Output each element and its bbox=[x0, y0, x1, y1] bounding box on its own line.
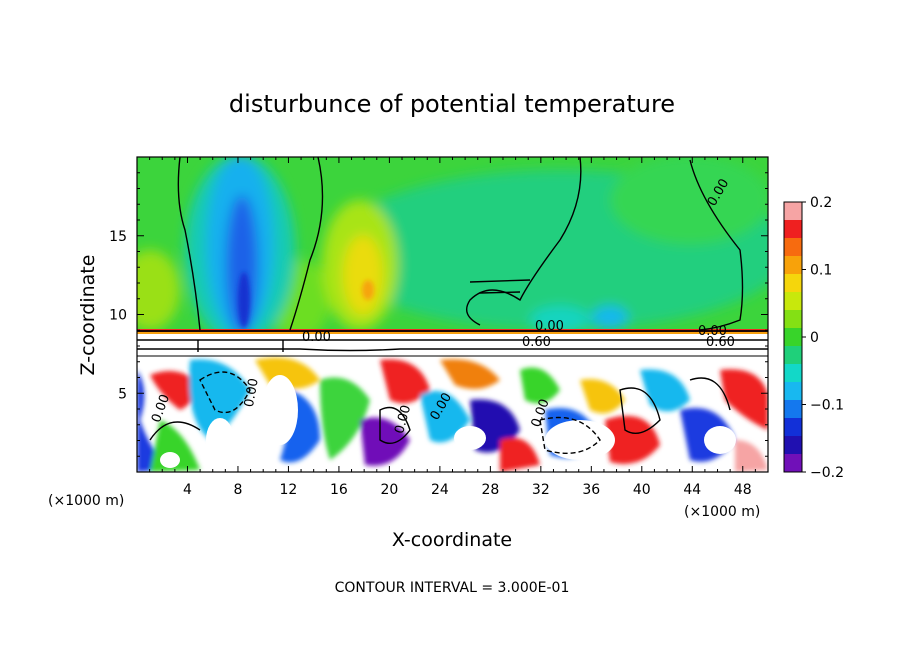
x-tick-label: 4 bbox=[183, 482, 192, 498]
chart-title: disturbunce of potential temperature bbox=[229, 90, 675, 118]
contour-label: 0.60 bbox=[706, 335, 735, 350]
x-tick-label: 24 bbox=[431, 482, 449, 498]
colorbar-ticks: 0.2 0.1 0 −0.1 −0.2 bbox=[802, 195, 844, 481]
colorbar-tick-label: 0.1 bbox=[810, 263, 832, 279]
x-tick-label: 44 bbox=[683, 482, 701, 498]
contour-label: 0.00 bbox=[392, 404, 414, 436]
colorbar-swatch bbox=[784, 310, 802, 329]
colorbar-swatch bbox=[784, 238, 802, 257]
colorbar-swatch bbox=[784, 436, 802, 455]
y-tick-label: 10 bbox=[109, 308, 127, 324]
x-tick-label: 12 bbox=[280, 482, 298, 498]
colorbar-swatch bbox=[784, 328, 802, 347]
x-unit-label-right: (×1000 m) bbox=[684, 504, 760, 520]
colorbar-tick-label: −0.2 bbox=[810, 465, 844, 481]
contour-label: 0.00 bbox=[242, 377, 262, 408]
colorbar bbox=[783, 201, 803, 473]
colorbar-swatch bbox=[784, 364, 802, 383]
x-tick-label: 8 bbox=[233, 482, 242, 498]
colorbar-swatch bbox=[784, 292, 802, 311]
x-tick-label: 16 bbox=[330, 482, 348, 498]
heatmap-field bbox=[137, 157, 768, 472]
x-axis-label: X-coordinate bbox=[392, 529, 512, 551]
y-tick-label: 15 bbox=[109, 229, 127, 245]
x-tick-label: 36 bbox=[582, 482, 600, 498]
contour-interval-note: CONTOUR INTERVAL = 3.000E-01 bbox=[335, 580, 570, 596]
x-axis: 4 8 12 16 20 24 28 32 36 40 44 48 bbox=[149, 157, 756, 498]
x-tick-label: 20 bbox=[380, 482, 398, 498]
colorbar-swatch bbox=[784, 274, 802, 293]
contour-label: 0.00 bbox=[698, 324, 727, 339]
x-unit-label: (×1000 m) bbox=[48, 493, 124, 509]
colorbar-swatch bbox=[784, 202, 802, 221]
colorbar-swatch bbox=[784, 256, 802, 275]
colorbar-tick-label: 0.2 bbox=[810, 195, 832, 211]
y-axis: 5 10 15 bbox=[109, 172, 768, 457]
colorbar-swatch bbox=[784, 454, 802, 473]
colorbar-swatch bbox=[784, 400, 802, 419]
x-tick-label: 40 bbox=[633, 482, 651, 498]
colorbar-swatch bbox=[784, 418, 802, 437]
y-tick-label: 5 bbox=[118, 386, 127, 402]
contour-label: 0.00 bbox=[302, 330, 331, 345]
colorbar-swatch bbox=[784, 346, 802, 365]
x-tick-label: 48 bbox=[734, 482, 752, 498]
colorbar-tick-label: −0.1 bbox=[810, 398, 844, 414]
x-tick-label: 32 bbox=[532, 482, 550, 498]
x-tick-label: 28 bbox=[481, 482, 499, 498]
contour-label: 0.00 bbox=[535, 319, 564, 334]
contour-label: 0.60 bbox=[522, 335, 551, 350]
colorbar-swatch bbox=[784, 220, 802, 239]
colorbar-swatch bbox=[784, 382, 802, 401]
colorbar-tick-label: 0 bbox=[810, 330, 819, 346]
y-axis-label: Z-coordinate bbox=[77, 255, 99, 376]
